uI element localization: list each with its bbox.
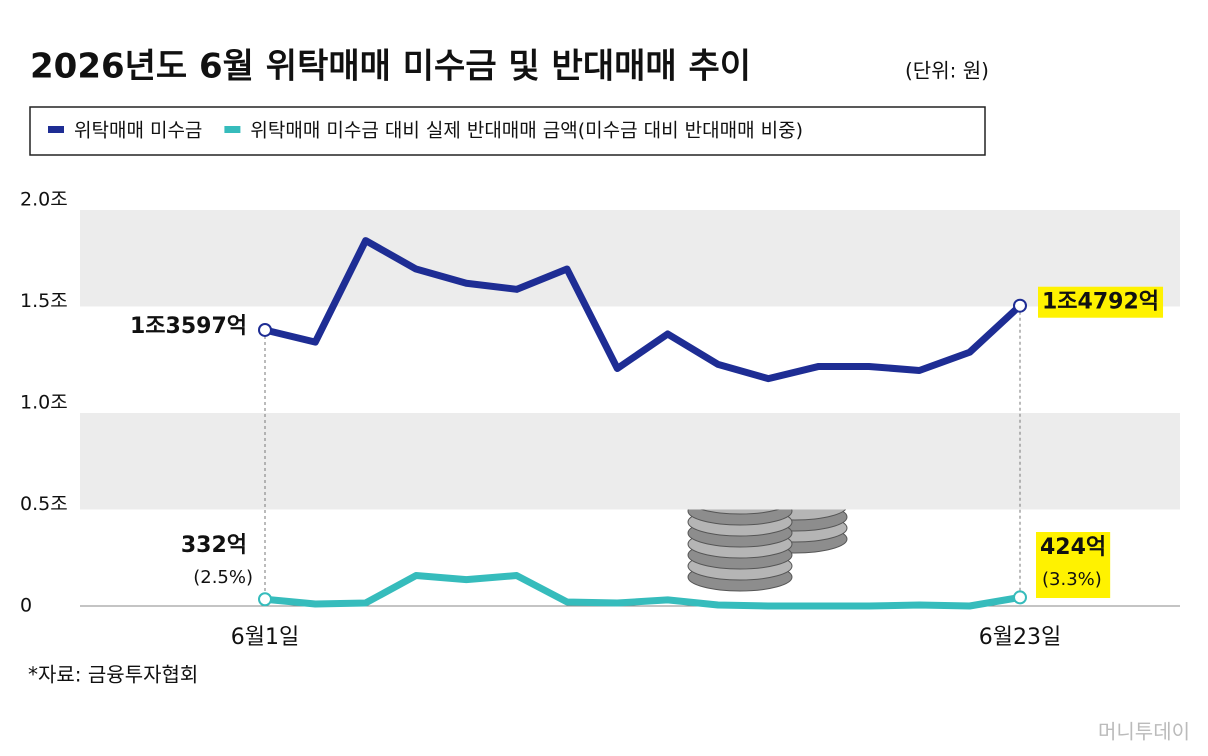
grid-band [80,210,1180,307]
point-marker [1013,590,1027,605]
watermark: 머니투데이 [1098,720,1190,744]
grid-band [80,413,1180,510]
source: *자료: 금융투자협회 [28,663,198,687]
series-line [264,572,1021,610]
y-tick-label: 1.0조 [20,392,68,414]
series-line [264,237,1023,383]
point-marker [1013,298,1027,313]
legend-box [29,106,986,156]
legend-swatch [48,126,64,133]
data-label: 332억 [181,533,247,558]
x-tick-label: 6월23일 [979,625,1061,650]
data-label: 424억 [1040,535,1106,560]
y-tick-label: 0 [20,595,32,617]
annotation: (3.3%) [1042,569,1102,590]
annotation: (2.5%) [193,567,253,588]
data-label: 1조3597억 [130,314,247,339]
point-marker [258,322,272,337]
unit-note: (단위: 원) [905,59,989,83]
y-tick-label: 0.5조 [20,493,68,515]
y-tick-label: 2.0조 [20,189,68,211]
legend-label: 위탁매매 미수금 [74,120,202,142]
chart-title: 2026년도 6월 위탁매매 미수금 및 반대매매 추이 [30,47,751,87]
x-tick-label: 6월1일 [231,625,299,650]
legend-label: 위탁매매 미수금 대비 실제 반대매매 금액(미수금 대비 반대매매 비중) [250,120,803,142]
data-label: 1조4792억 [1042,290,1159,315]
point-marker [258,592,272,607]
y-tick-label: 1.5조 [20,290,68,312]
label-highlight [1038,286,1164,318]
label-highlight [1036,532,1111,598]
legend-swatch [224,126,241,133]
